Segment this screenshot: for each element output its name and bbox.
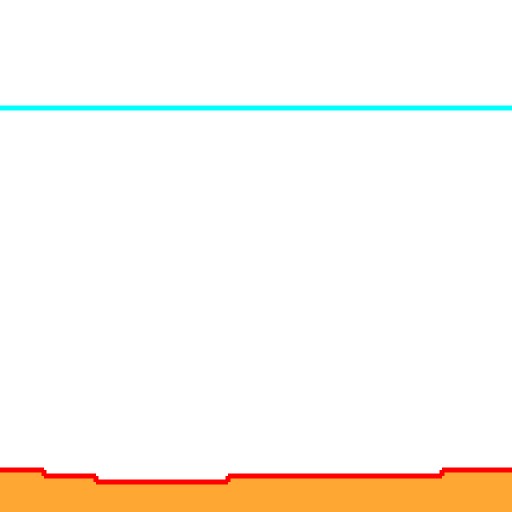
terrain-edges	[0, 467, 512, 485]
terrain-fill	[0, 470, 512, 512]
terrain-layer	[0, 467, 512, 512]
